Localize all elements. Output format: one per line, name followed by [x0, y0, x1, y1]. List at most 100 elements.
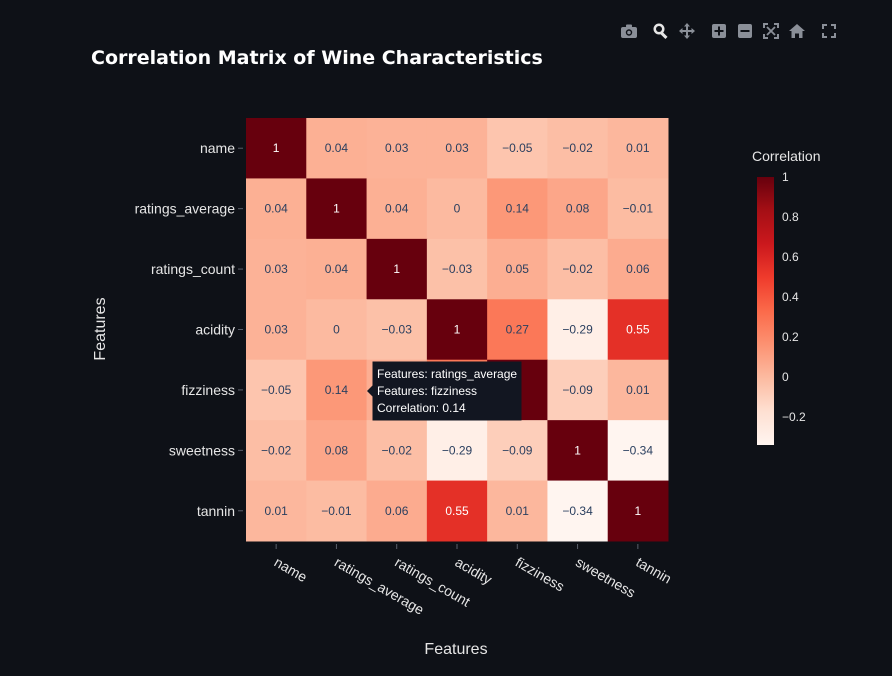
reset-axes-icon[interactable]	[786, 20, 808, 42]
heatmap-cell[interactable]	[306, 178, 368, 240]
heatmap-cell[interactable]	[547, 118, 609, 179]
heatmap-cell[interactable]	[607, 178, 669, 240]
hover-tooltip: Features: ratings_average Features: fizzi…	[367, 361, 522, 421]
cell-label: −0.09	[502, 443, 533, 457]
cell-label: −0.03	[442, 262, 473, 276]
heatmap-cell[interactable]	[366, 118, 428, 179]
heatmap-cell[interactable]	[426, 480, 488, 542]
heatmap-cell[interactable]	[547, 420, 609, 482]
y-tick-label: ratings_count	[151, 261, 235, 277]
cell-label: −0.02	[562, 141, 593, 155]
heatmap-cell[interactable]	[547, 359, 609, 421]
heatmap-cell[interactable]	[306, 238, 368, 300]
cell-label: 0.27	[506, 323, 530, 337]
heatmap-cell[interactable]	[607, 299, 669, 361]
cell-label: 0.14	[325, 383, 349, 397]
cell-label: 1	[635, 504, 642, 518]
y-tick-label: ratings_average	[135, 201, 236, 217]
hover-line: Correlation: 0.14	[377, 401, 466, 415]
heatmap-cell[interactable]	[366, 238, 428, 300]
heatmap-cell[interactable]	[246, 118, 307, 179]
heatmap-cell[interactable]	[426, 420, 488, 482]
cell-label: 0	[454, 202, 461, 216]
heatmap-cell[interactable]	[366, 420, 428, 482]
y-tick-label: tannin	[197, 503, 235, 519]
cell-label: 1	[273, 141, 280, 155]
heatmap-cell[interactable]	[487, 420, 548, 482]
heatmap-cell[interactable]	[306, 299, 368, 361]
heatmap-cell[interactable]	[607, 238, 669, 300]
heatmap-cell[interactable]	[607, 359, 669, 421]
heatmap-cell[interactable]	[306, 359, 368, 421]
colorbar-tick-label: 1	[782, 170, 789, 184]
colorbar-title: Correlation	[752, 148, 820, 164]
cell-label: −0.34	[623, 443, 654, 457]
y-axis-title: Features	[92, 297, 109, 360]
hover-pointer	[367, 385, 373, 397]
heatmap-cell[interactable]	[306, 480, 368, 542]
cell-label: −0.01	[321, 504, 352, 518]
heatmap-cell[interactable]	[487, 178, 548, 240]
cell-label: 0.03	[264, 323, 288, 337]
zoom-icon[interactable]	[650, 20, 672, 42]
heatmap-cell[interactable]	[246, 238, 307, 300]
colorbar-tick-label: −0.2	[782, 410, 806, 424]
colorbar	[757, 177, 774, 445]
cell-label: 1	[574, 443, 581, 457]
fullscreen-icon[interactable]	[818, 20, 840, 42]
heatmap-cell[interactable]	[246, 359, 307, 421]
zoom-out-icon[interactable]	[734, 20, 756, 42]
heatmap-cell[interactable]	[426, 178, 488, 240]
heatmap-cell[interactable]	[607, 118, 669, 179]
autoscale-icon[interactable]	[760, 20, 782, 42]
heatmap-cell[interactable]	[547, 299, 609, 361]
heatmap-cell[interactable]	[487, 299, 548, 361]
heatmap-cell[interactable]	[366, 178, 428, 240]
colorbar-tick-label: 0.2	[782, 330, 799, 344]
cell-label: 1	[454, 323, 461, 337]
cell-label: 0.08	[325, 443, 349, 457]
heatmap-cell[interactable]	[246, 299, 307, 361]
cell-label: 0.01	[626, 141, 650, 155]
heatmap-cells: 1 0.04 0.03 0.03 −0.05 −0.02 0.01 0.04 1 0.04 0 0.1…	[246, 118, 669, 542]
camera-icon[interactable]	[618, 20, 640, 42]
heatmap-cell[interactable]	[547, 238, 609, 300]
heatmap-cell[interactable]	[487, 238, 548, 300]
cell-label: −0.02	[382, 443, 413, 457]
cell-label: −0.34	[562, 504, 593, 518]
cell-label: 0.55	[445, 504, 469, 518]
heatmap-cell[interactable]	[246, 178, 307, 240]
cell-label: 0.04	[325, 141, 349, 155]
heatmap-cell[interactable]	[487, 480, 548, 542]
heatmap-cell[interactable]	[306, 420, 368, 482]
heatmap-cell[interactable]	[426, 299, 488, 361]
cell-label: 0.04	[325, 262, 349, 276]
heatmap-cell[interactable]	[306, 118, 368, 179]
colorbar-tick-label: 0.6	[782, 250, 799, 264]
cell-label: 0.03	[445, 141, 469, 155]
y-tick-label: fizziness	[181, 382, 235, 398]
heatmap-cell[interactable]	[487, 118, 548, 179]
heatmap-cell[interactable]	[366, 299, 428, 361]
heatmap-cell[interactable]	[607, 420, 669, 482]
pan-icon[interactable]	[676, 20, 698, 42]
colorbar-ticks: 1 0.8 0.6 0.4 0.2 0 −0.2	[782, 170, 806, 424]
heatmap-cell[interactable]	[426, 118, 488, 179]
x-tick-label: fizziness	[513, 554, 567, 595]
heatmap-cell[interactable]	[547, 480, 609, 542]
heatmap-cell[interactable]	[246, 480, 307, 542]
heatmap-cell[interactable]	[607, 480, 669, 542]
cell-label: −0.29	[442, 443, 473, 457]
cell-label: −0.05	[261, 383, 292, 397]
heatmap-cell[interactable]	[547, 178, 609, 240]
cell-label: −0.29	[562, 323, 593, 337]
cell-label: 0.06	[385, 504, 409, 518]
zoom-in-icon[interactable]	[708, 20, 730, 42]
cell-label: 0.55	[626, 323, 650, 337]
cell-label: −0.09	[562, 383, 593, 397]
heatmap-cell[interactable]	[246, 420, 307, 482]
heatmap-cell[interactable]	[366, 480, 428, 542]
heatmap-cell[interactable]	[426, 238, 488, 300]
